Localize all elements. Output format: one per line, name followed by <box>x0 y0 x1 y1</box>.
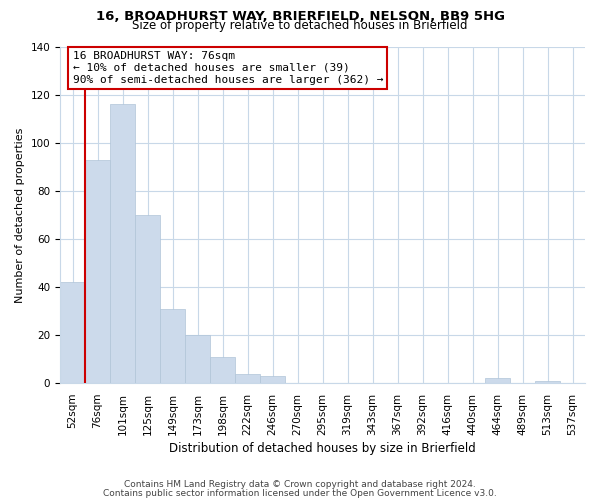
Bar <box>185 335 210 383</box>
Bar <box>210 357 235 383</box>
X-axis label: Distribution of detached houses by size in Brierfield: Distribution of detached houses by size … <box>169 442 476 455</box>
Bar <box>135 215 160 383</box>
Bar <box>235 374 260 383</box>
Bar <box>85 160 110 383</box>
Bar <box>110 104 135 383</box>
Bar <box>160 308 185 383</box>
Text: 16 BROADHURST WAY: 76sqm
← 10% of detached houses are smaller (39)
90% of semi-d: 16 BROADHURST WAY: 76sqm ← 10% of detach… <box>73 52 383 84</box>
Y-axis label: Number of detached properties: Number of detached properties <box>15 127 25 302</box>
Bar <box>535 381 560 383</box>
Bar <box>60 282 85 383</box>
Text: Size of property relative to detached houses in Brierfield: Size of property relative to detached ho… <box>132 19 468 32</box>
Bar <box>260 376 285 383</box>
Text: 16, BROADHURST WAY, BRIERFIELD, NELSON, BB9 5HG: 16, BROADHURST WAY, BRIERFIELD, NELSON, … <box>95 10 505 23</box>
Text: Contains HM Land Registry data © Crown copyright and database right 2024.: Contains HM Land Registry data © Crown c… <box>124 480 476 489</box>
Bar <box>485 378 510 383</box>
Text: Contains public sector information licensed under the Open Government Licence v3: Contains public sector information licen… <box>103 488 497 498</box>
